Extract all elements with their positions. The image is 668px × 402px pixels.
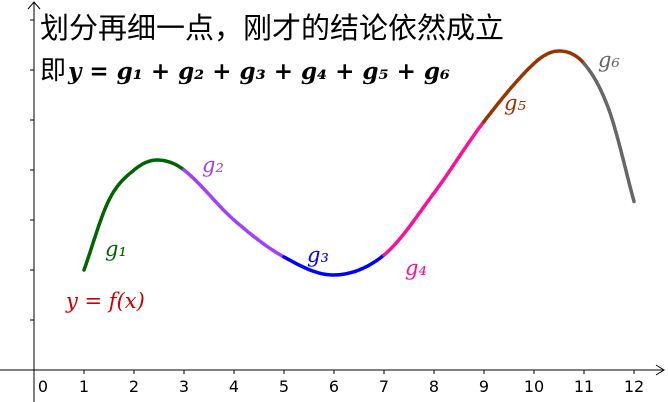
x-tick-label: 6 <box>329 377 339 396</box>
x-tick-label: 5 <box>279 377 289 396</box>
x-axis-arrow <box>655 364 665 376</box>
curve-segment-5 <box>482 49 586 124</box>
segment-label-5: g₅ <box>504 91 526 115</box>
x-tick-label: 3 <box>179 377 189 396</box>
x-tick-label: 8 <box>429 377 439 396</box>
x-tick-label: 0 <box>38 377 48 396</box>
curve-segment-2 <box>182 168 286 259</box>
curve-segment-3 <box>282 253 386 277</box>
x-tick-label: 10 <box>524 377 544 396</box>
segment-label-6: g₆ <box>598 48 620 72</box>
x-tick-label: 7 <box>379 377 389 396</box>
segment-label-1: g₁ <box>105 237 127 261</box>
function-label: y = f(x) <box>65 289 145 313</box>
curve-segment-1 <box>82 158 186 272</box>
segment-labels: g₁ g₂ g₃ g₄ g₅ g₆ <box>105 48 620 280</box>
x-tick-label: 11 <box>574 377 594 396</box>
segment-label-3: g₃ <box>307 243 329 267</box>
x-tick-label: 9 <box>479 377 489 396</box>
curve-segments <box>82 49 636 277</box>
segment-label-4: g₄ <box>405 256 427 280</box>
curve-segment-4 <box>382 119 486 257</box>
curve-segment-6 <box>582 61 636 204</box>
segment-label-2: g₂ <box>202 153 224 177</box>
x-tick-label: 1 <box>79 377 89 396</box>
x-tick-label: 12 <box>624 377 644 396</box>
x-tick-label: 4 <box>229 377 239 396</box>
y-axis-arrow <box>27 1 41 10</box>
formula: y = g₁ + g₂ + g₃ + g₄ + g₅ + g₆ <box>67 58 450 85</box>
title: 划分再细一点，刚才的结论依然成立 <box>40 11 504 45</box>
x-tick-label: 2 <box>129 377 139 396</box>
formula-prefix: 即 <box>40 56 66 86</box>
